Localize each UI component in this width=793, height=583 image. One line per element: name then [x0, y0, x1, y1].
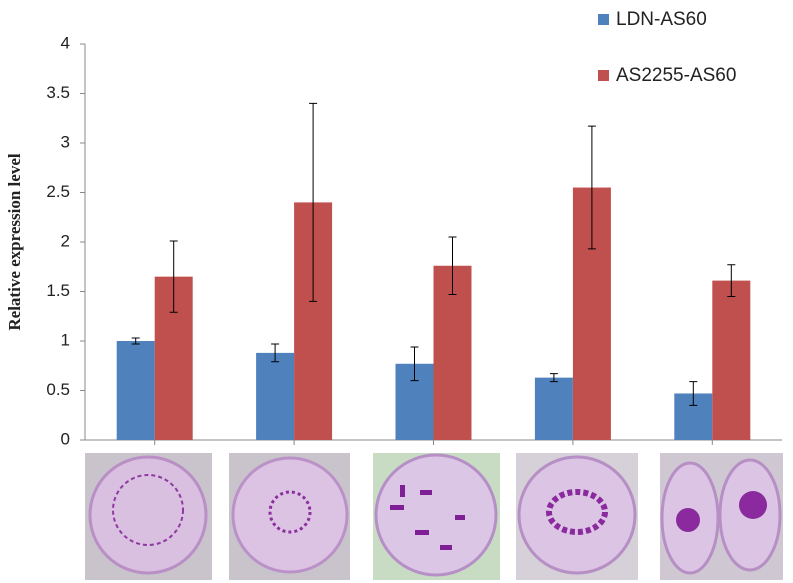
bar [116, 341, 155, 440]
error-bar [410, 346, 419, 382]
legend-label: LDN-AS60 [616, 9, 707, 30]
error-bar [587, 125, 596, 250]
bar [534, 377, 573, 440]
error-bar [271, 343, 280, 363]
error-bar [727, 264, 736, 297]
y-tick-label: 2.5 [46, 182, 70, 201]
bar [712, 280, 751, 440]
micrographs [85, 453, 783, 580]
error-bar [169, 240, 178, 313]
y-tick-label: 2 [61, 231, 70, 250]
legend-swatch [598, 70, 609, 81]
y-tick-label: 1 [61, 330, 70, 349]
y-tick-label: 4 [61, 33, 70, 52]
error-bar [448, 236, 457, 295]
error-bar [131, 337, 140, 345]
legend-swatch [598, 14, 609, 25]
legend-label: AS2255-AS60 [616, 65, 736, 86]
error-bar [309, 102, 318, 302]
y-tick-label: 1.5 [46, 281, 70, 300]
y-tick-label: 0.5 [46, 380, 70, 399]
bar [256, 352, 295, 440]
y-tick-label: 3 [61, 132, 70, 151]
y-tick-label: 3.5 [46, 83, 70, 102]
y-axis-label: Relative expression level [5, 153, 24, 330]
y-tick-label: 0 [61, 429, 70, 448]
error-bar [549, 373, 558, 383]
error-bar [689, 381, 698, 406]
